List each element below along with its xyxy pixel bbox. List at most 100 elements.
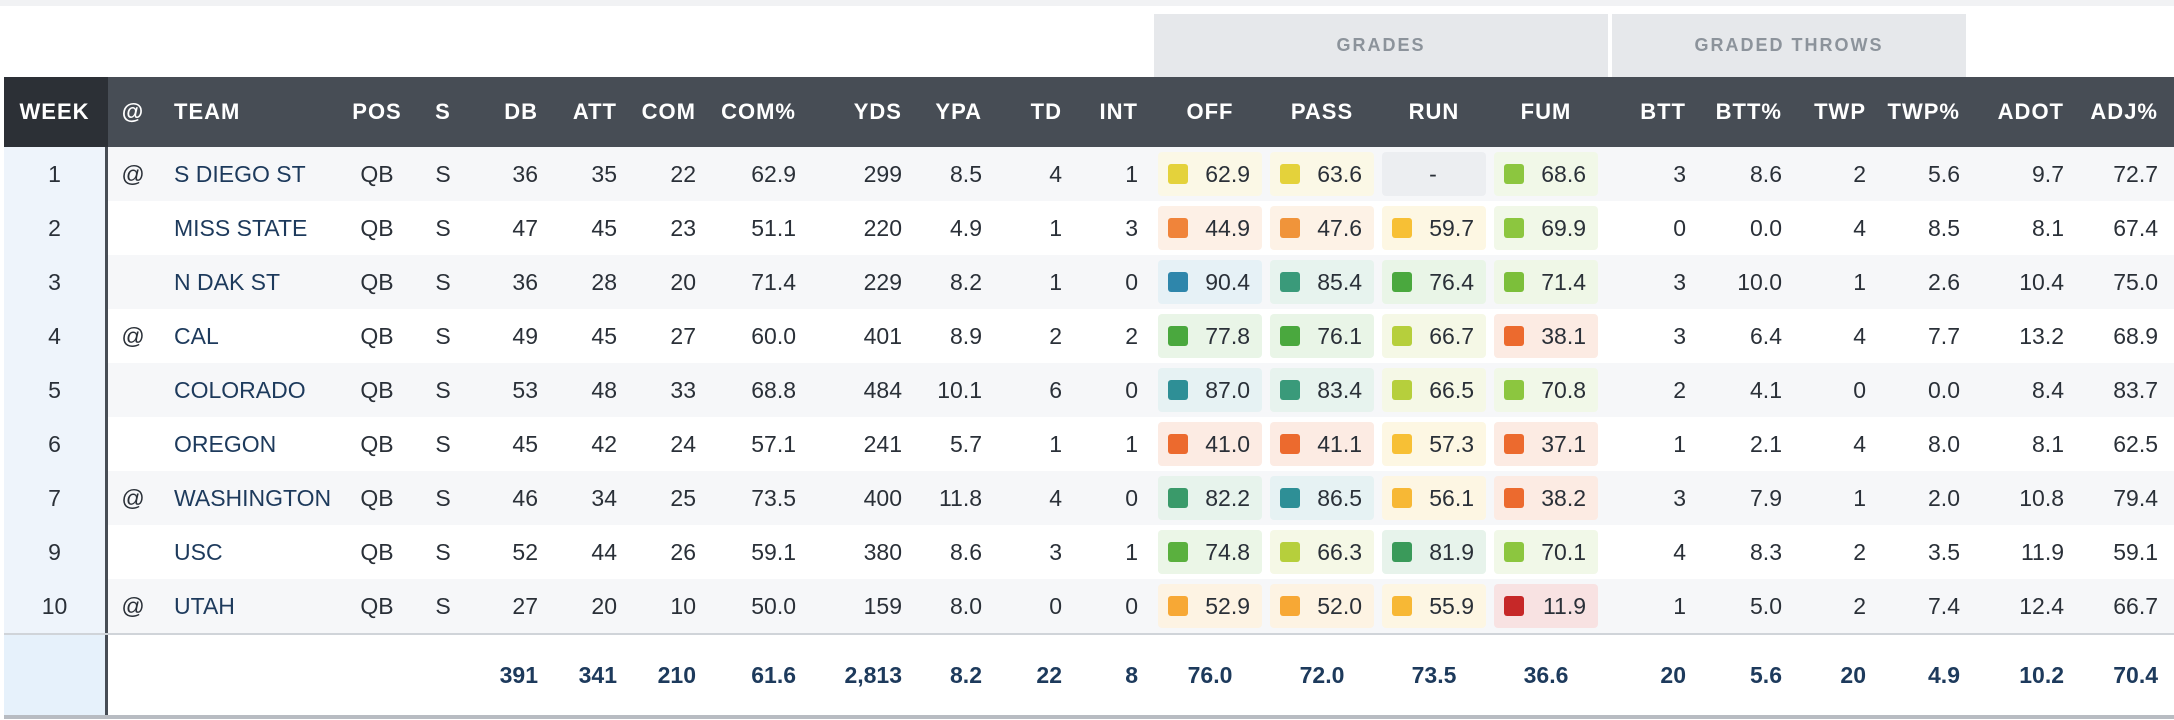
grade-badge: 62.9 (1158, 152, 1262, 196)
grade-value: 55.9 (1429, 592, 1474, 619)
grade-cell-pass: 41.1 (1266, 417, 1378, 471)
team-link[interactable]: COLORADO (174, 376, 306, 403)
cell-adot: 8.1 (2032, 430, 2064, 457)
column-header-pos[interactable]: POS (352, 99, 402, 124)
column-header-btt[interactable]: BTT (1640, 99, 1686, 124)
team-link[interactable]: MISS STATE (174, 214, 308, 241)
column-header-week[interactable]: WEEK (4, 77, 108, 147)
team-link[interactable]: WASHINGTON (174, 484, 332, 511)
total-com: 210 (657, 661, 696, 688)
grade-color-square (1168, 272, 1188, 292)
column-header-at[interactable]: @ (121, 99, 145, 124)
total-off: 76.0 (1187, 661, 1233, 688)
table-row[interactable]: 6 OREGON QB S 45 42 24 57.1 241 5.7 1 1 41.0 41.1 57.3… (4, 417, 2174, 471)
column-header-team[interactable]: TEAM (174, 99, 241, 124)
table-row[interactable]: 9 USC QB S 52 44 26 59.1 380 8.6 3 1 74.8 66.3 81.9 70.… (4, 525, 2174, 579)
cell-at: @ (121, 592, 145, 619)
cell-twp: 4 (1853, 322, 1866, 349)
cell-week: 4 (4, 309, 108, 363)
table-row[interactable]: 2 MISS STATE QB S 47 45 23 51.1 220 4.9 1 3 44.9 47.6… (4, 201, 2174, 255)
column-header-s[interactable]: S (435, 99, 451, 124)
team-link[interactable]: CAL (174, 322, 219, 349)
grade-value: 47.6 (1317, 214, 1362, 241)
grade-color-square (1168, 542, 1188, 562)
column-header-fum[interactable]: FUM (1520, 99, 1572, 124)
cell-twpp: 8.0 (1928, 430, 1960, 457)
grade-value: 11.9 (1542, 592, 1586, 619)
cell-adot: 10.8 (2019, 484, 2064, 511)
column-header-adj[interactable]: ADJ% (2090, 99, 2158, 124)
column-header-comp[interactable]: COM% (721, 99, 796, 124)
column-header-twp[interactable]: TWP (1814, 99, 1866, 124)
table-row[interactable]: 1 @ S DIEGO ST QB S 36 35 22 62.9 299 8.5 4 1 62.9 63.… (4, 147, 2174, 201)
team-link[interactable]: N DAK ST (174, 268, 281, 295)
column-header-td[interactable]: TD (1030, 99, 1062, 124)
grade-badge: 68.6 (1494, 152, 1598, 196)
column-header-ypa[interactable]: YPA (935, 99, 982, 124)
column-header-com[interactable]: COM (641, 99, 696, 124)
column-header-bttp[interactable]: BTT% (1715, 99, 1782, 124)
team-link[interactable]: S DIEGO ST (174, 160, 306, 187)
total-td: 22 (1036, 661, 1062, 688)
grade-cell-fum: 71.4 (1490, 255, 1602, 309)
team-link[interactable]: USC (174, 538, 223, 565)
grade-color-square (1168, 434, 1188, 454)
grade-cell-off: 41.0 (1154, 417, 1266, 471)
column-header-yds[interactable]: YDS (853, 99, 902, 124)
grade-value: 44.9 (1205, 214, 1250, 241)
column-header-run[interactable]: RUN (1408, 99, 1460, 124)
grade-cell-pass: 63.6 (1266, 147, 1378, 201)
cell-yds: 401 (863, 322, 902, 349)
table-row[interactable]: 10 @ UTAH QB S 27 20 10 50.0 159 8.0 0 0 52.9 52.0 55.9… (4, 579, 2174, 633)
grade-cell-pass: 47.6 (1266, 201, 1378, 255)
cell-db: 45 (512, 430, 538, 457)
grade-value: 71.4 (1541, 268, 1586, 295)
grade-color-square (1168, 164, 1188, 184)
table-row[interactable]: 7 @ WASHINGTON QB S 46 34 25 73.5 400 11.8 4 0 82.2 86… (4, 471, 2174, 525)
column-header-int[interactable]: INT (1099, 99, 1138, 124)
cell-twpp: 3.5 (1928, 538, 1960, 565)
total-pos (342, 635, 412, 715)
grade-badge: 70.1 (1494, 530, 1598, 574)
cell-twp: 0 (1853, 376, 1866, 403)
cell-comp: 50.0 (751, 592, 796, 619)
grade-value: 81.9 (1429, 538, 1474, 565)
team-link[interactable]: UTAH (174, 592, 235, 619)
cell-adj: 75.0 (2113, 268, 2158, 295)
grade-badge: 38.1 (1494, 314, 1598, 358)
grade-cell-fum: 38.2 (1490, 471, 1602, 525)
column-header-adot[interactable]: ADOT (1997, 99, 2064, 124)
cell-comp: 57.1 (751, 430, 796, 457)
cell-week: 1 (4, 147, 108, 201)
column-header-twpp[interactable]: TWP% (1887, 99, 1960, 124)
cell-s: S (435, 160, 451, 187)
total-team (158, 635, 342, 715)
grade-color-square (1392, 542, 1412, 562)
team-link[interactable]: OREGON (174, 430, 277, 457)
grade-cell-run: - (1378, 147, 1490, 201)
table-row[interactable]: 5 COLORADO QB S 53 48 33 68.8 484 10.1 6 0 87.0 83.4 6… (4, 363, 2174, 417)
cell-bttp: 7.9 (1750, 484, 1782, 511)
cell-ypa: 8.5 (950, 160, 982, 187)
table-grid: WEEK @ TEAM POS S DB ATT COM COM% YDS YPA TD INT OFF P… (4, 77, 2174, 719)
grade-color-square (1504, 326, 1524, 346)
cell-week: 2 (4, 201, 108, 255)
column-header-off[interactable]: OFF (1186, 99, 1234, 124)
cell-s: S (435, 214, 451, 241)
cell-twp: 1 (1853, 268, 1866, 295)
cell-twpp: 5.6 (1928, 160, 1960, 187)
total-adj: 70.4 (2113, 661, 2158, 688)
cell-att: 48 (591, 376, 617, 403)
cell-att: 45 (591, 322, 617, 349)
grade-color-square (1280, 272, 1300, 292)
table-row[interactable]: 3 N DAK ST QB S 36 28 20 71.4 229 8.2 1 0 90.4 85.4 76… (4, 255, 2174, 309)
grade-color-square (1504, 488, 1524, 508)
column-header-att[interactable]: ATT (572, 99, 617, 124)
column-header-db[interactable]: DB (504, 99, 538, 124)
grade-badge: 90.4 (1158, 260, 1262, 304)
column-header-pass[interactable]: PASS (1290, 99, 1354, 124)
grade-badge: 66.7 (1382, 314, 1486, 358)
cell-at (108, 363, 158, 417)
table-row[interactable]: 4 @ CAL QB S 49 45 27 60.0 401 8.9 2 2 77.8 76.1 66.7 38… (4, 309, 2174, 363)
cell-ypa: 5.7 (950, 430, 982, 457)
